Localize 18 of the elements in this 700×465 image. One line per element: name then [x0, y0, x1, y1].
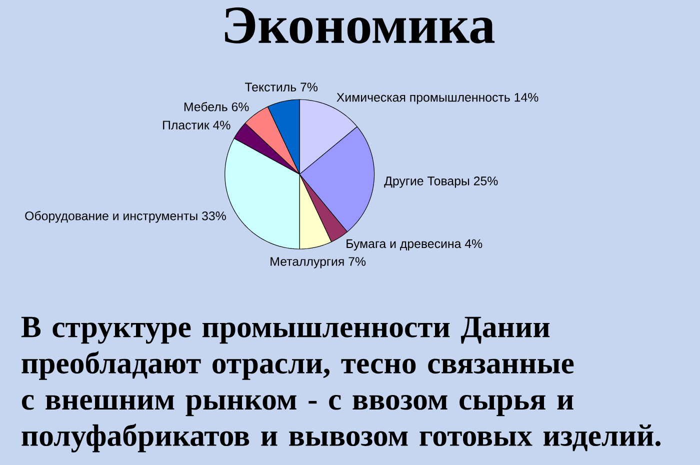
- slice-label: Другие Товары: [384, 176, 470, 188]
- data-label: 4%: [464, 239, 482, 248]
- data-label: 4%: [213, 120, 230, 130]
- data-label: 7%: [300, 82, 318, 92]
- slice-label: Оборудование и инструменты: [25, 210, 198, 223]
- text: В структуре промышленности Дании преобладают отрасли, тесно связанные с внешним рынком - с ввозом сырья и полуфабрикатов и вывозом готовых изделий.: [21, 316, 660, 452]
- slice-label: Химическая промышленность: [336, 93, 510, 104]
- data-label: 25%: [474, 176, 498, 186]
- data-label: 7%: [348, 257, 366, 266]
- slice-label: Металлургия: [270, 257, 344, 268]
- slice-label: Пластик: [163, 120, 210, 130]
- chart-title: Экономика: [224, 7, 495, 44]
- data-label: 6%: [232, 102, 249, 112]
- data-label: 14%: [514, 92, 538, 102]
- slice-label: Бумага и древесина: [346, 239, 462, 250]
- slice-label: Мебель: [184, 102, 228, 112]
- data-label: 33%: [202, 211, 226, 220]
- slice-label: Текстиль: [245, 82, 296, 92]
